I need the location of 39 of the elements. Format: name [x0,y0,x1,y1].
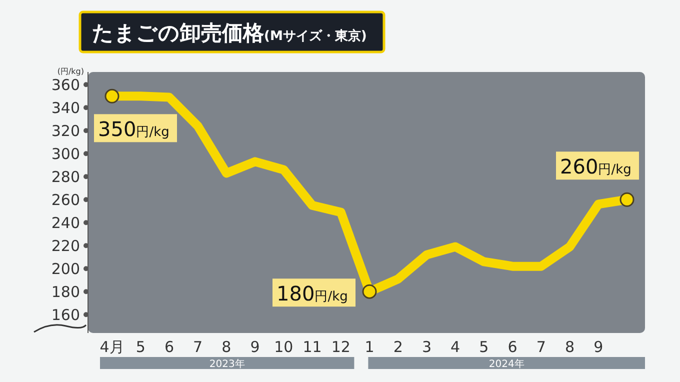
x-tick-label: 10 [274,338,294,356]
y-tick-label: 220 [51,236,80,255]
data-label: 350円/kg [98,117,170,142]
y-tick-label: 200 [51,260,80,278]
y-axis-title: (円/kg) [57,67,84,76]
point [104,88,120,104]
x-tick-label: 11 [302,338,322,356]
y-tick-label: 160 [51,306,80,324]
x-tick-label: 4月 [100,338,124,356]
x-tick-label: 8 [565,338,575,356]
x-tick-label: 7 [193,338,203,356]
data-label: 180円/kg [276,282,348,306]
x-tick-label: 9 [250,338,260,356]
data-label: 260円/kg [560,154,632,179]
point [620,192,634,207]
y-tick-label: 300 [51,144,80,163]
x-tick-label: 6 [508,338,518,356]
x-tick-label: 8 [222,338,232,356]
x-tick-label: 7 [536,338,546,356]
y-tick-label: 240 [51,214,80,232]
y-tick-label: 260 [51,190,80,209]
y-tick-label: 320 [51,122,80,140]
chart-title: たまごの卸売価格(Mサイズ・東京) [92,21,367,45]
y-tick-label: 280 [51,168,80,186]
y-tick-label: 180 [51,282,80,301]
y-tick-label: 360 [51,76,80,94]
y-tick-label: 340 [51,98,80,117]
x-tick-label: 6 [164,338,174,356]
x-tick-label: 3 [422,338,432,356]
x-tick-label: 2 [393,338,403,356]
x-tick-label: 4 [450,338,460,356]
x-tick-label: 12 [331,338,350,356]
text: 2024年 [488,358,524,370]
text: 2023年 [209,358,245,370]
x-tick-label: 5 [479,338,489,356]
x-tick-label: 5 [136,338,146,356]
point [362,284,377,299]
x-tick-label: 1 [364,338,374,356]
x-tick-label: 9 [594,338,604,356]
